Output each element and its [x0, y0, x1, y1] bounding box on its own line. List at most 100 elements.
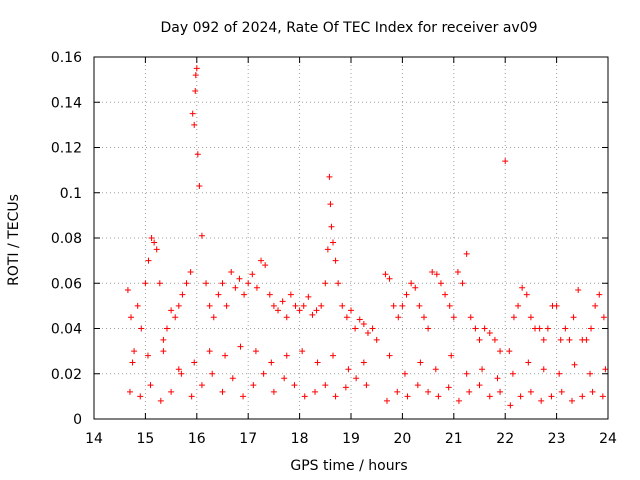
data-point [386, 352, 393, 359]
series-av09 [124, 65, 609, 409]
data-point [538, 397, 545, 404]
data-point [467, 314, 474, 321]
data-point [332, 257, 339, 264]
data-point [602, 366, 609, 373]
data-point [579, 393, 586, 400]
data-point [575, 287, 582, 294]
data-point [332, 393, 339, 400]
data-point [291, 382, 298, 389]
data-point [283, 352, 290, 359]
data-point [558, 388, 565, 395]
data-point [326, 173, 333, 180]
data-point [138, 325, 145, 332]
data-point [222, 352, 229, 359]
data-point [330, 352, 337, 359]
data-point [209, 370, 216, 377]
y-tick-label: 0.1 [60, 186, 82, 202]
data-point [287, 291, 294, 298]
data-point [360, 320, 367, 327]
data-point [446, 302, 453, 309]
data-point [142, 280, 149, 287]
data-point [260, 370, 267, 377]
data-point [322, 280, 329, 287]
data-point [509, 370, 516, 377]
data-point [192, 87, 199, 94]
data-point [183, 280, 190, 287]
data-point [279, 298, 286, 305]
x-tick-label: 19 [342, 431, 360, 447]
data-point [328, 223, 335, 230]
data-point [156, 280, 163, 287]
chart-title: Day 092 of 2024, Rate Of TEC Index for r… [160, 20, 537, 36]
data-point [335, 280, 342, 287]
data-point [589, 388, 596, 395]
data-point [330, 239, 337, 246]
x-tick-label: 18 [291, 431, 309, 447]
data-point [596, 291, 603, 298]
data-point [448, 352, 455, 359]
data-point [497, 388, 504, 395]
data-point [268, 359, 275, 366]
data-point [309, 311, 316, 318]
data-point [245, 280, 252, 287]
data-point [432, 366, 439, 373]
data-point [179, 291, 186, 298]
data-point [517, 393, 524, 400]
data-point [566, 336, 573, 343]
data-point [178, 370, 185, 377]
data-point [382, 271, 389, 278]
data-point [198, 382, 205, 389]
data-point [206, 348, 213, 355]
y-tick-label: 0.16 [51, 50, 82, 66]
data-point [525, 359, 532, 366]
data-point [437, 280, 444, 287]
data-point [420, 314, 427, 321]
data-points [124, 65, 609, 409]
data-point [223, 302, 230, 309]
data-point [556, 370, 563, 377]
data-point [262, 262, 269, 269]
data-point [128, 314, 135, 321]
x-tick-label: 15 [136, 431, 154, 447]
data-point [168, 307, 175, 314]
data-point [253, 284, 260, 291]
data-point [429, 268, 436, 275]
data-point [570, 314, 577, 321]
data-point [206, 302, 213, 309]
data-point [229, 375, 236, 382]
x-tick-label: 23 [548, 431, 566, 447]
data-point [454, 268, 461, 275]
data-point [390, 302, 397, 309]
data-point [479, 366, 486, 373]
data-point [588, 325, 595, 332]
data-point [198, 232, 205, 239]
data-point [175, 302, 182, 309]
data-point [345, 366, 352, 373]
data-point [527, 314, 534, 321]
data-point [124, 287, 131, 294]
data-point [196, 182, 203, 189]
data-point [301, 393, 308, 400]
data-point [425, 325, 432, 332]
data-point [240, 393, 247, 400]
x-tick-label: 14 [85, 431, 103, 447]
data-point [203, 280, 210, 287]
data-point [270, 388, 277, 395]
data-point [157, 397, 164, 404]
data-point [600, 314, 607, 321]
data-point [599, 393, 606, 400]
data-point [463, 250, 470, 257]
data-point [536, 325, 543, 332]
data-point [463, 370, 470, 377]
data-point [168, 388, 175, 395]
data-point [151, 239, 158, 246]
data-point [562, 325, 569, 332]
data-point [313, 307, 320, 314]
data-point [450, 314, 457, 321]
data-point [192, 72, 199, 79]
data-point [292, 302, 299, 309]
data-point [232, 284, 239, 291]
data-point [147, 382, 154, 389]
data-point [592, 302, 599, 309]
